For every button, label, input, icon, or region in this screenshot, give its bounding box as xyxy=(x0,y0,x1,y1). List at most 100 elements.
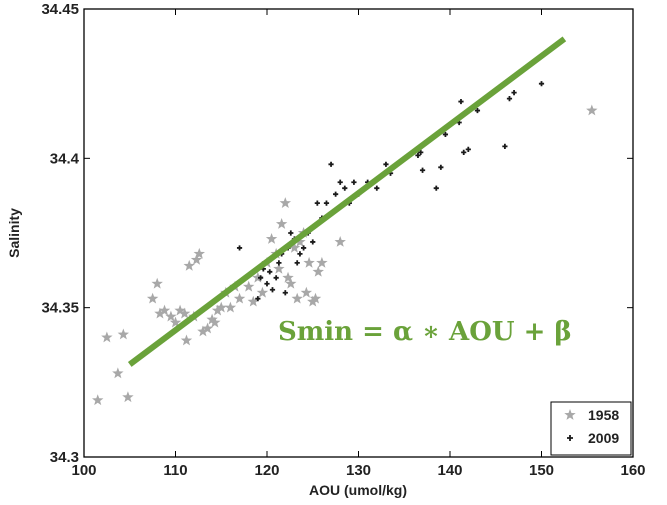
data-point-2009 xyxy=(342,185,348,191)
legend-2009-label: 2009 xyxy=(588,430,619,446)
data-point-1958 xyxy=(294,235,306,247)
data-point-1958 xyxy=(174,304,186,316)
data-point-1958 xyxy=(209,316,221,328)
x-tick-label: 150 xyxy=(529,462,554,479)
data-point-2009 xyxy=(506,96,513,102)
legend-star-glyph xyxy=(564,409,576,420)
data-point-1958 xyxy=(275,218,288,229)
data-point-1958 xyxy=(146,292,159,304)
data-point-2009 xyxy=(323,200,330,206)
data-point-1958 xyxy=(112,367,124,379)
data-point-2009 xyxy=(538,81,545,87)
data-point-1958 xyxy=(154,307,166,319)
x-axis-label: AOU (umol/kg) xyxy=(309,482,407,498)
data-point-2009 xyxy=(257,275,264,281)
data-point-2009 xyxy=(418,149,424,155)
data-point-2009 xyxy=(458,98,464,105)
data-point-1958 xyxy=(193,247,205,259)
data-point-1958 xyxy=(273,262,285,274)
data-point-1958 xyxy=(178,307,191,319)
data-point-1958 xyxy=(180,334,193,346)
data-point-2009 xyxy=(310,239,316,245)
data-point-1958 xyxy=(291,292,303,304)
data-point-2009 xyxy=(294,260,300,266)
y-tick-label: 34.45 xyxy=(41,1,79,18)
legend-2009-marker xyxy=(567,435,573,441)
data-point-2009 xyxy=(383,161,389,167)
data-point-1958 xyxy=(312,265,324,277)
fit-equation-label: Smin = α ∗ AOU + β xyxy=(278,317,572,347)
data-point-1958 xyxy=(285,277,297,289)
data-point-2009 xyxy=(461,149,467,155)
data-point-2009 xyxy=(337,179,343,185)
data-point-2009 xyxy=(374,185,380,191)
data-point-1958 xyxy=(300,286,313,298)
data-point-2009 xyxy=(465,146,471,152)
x-tick-label: 140 xyxy=(437,462,462,479)
data-point-2009 xyxy=(273,275,279,281)
data-point-2009 xyxy=(267,269,273,275)
data-point-2009 xyxy=(502,143,508,149)
data-point-2009 xyxy=(442,131,449,138)
legend: 1958 2009 xyxy=(550,401,632,456)
data-point-1958 xyxy=(279,197,292,208)
data-point-2009 xyxy=(255,296,261,302)
data-point-2009 xyxy=(415,152,421,158)
data-point-1958 xyxy=(190,253,203,265)
data-point-2009 xyxy=(269,287,276,293)
data-point-2009 xyxy=(351,179,357,185)
y-axis-label: Salinity xyxy=(6,208,22,258)
x-tick-label: 120 xyxy=(254,462,279,479)
data-point-1958 xyxy=(197,325,209,337)
legend-plus-glyph xyxy=(567,435,573,441)
data-point-1958 xyxy=(206,313,218,325)
data-point-2009 xyxy=(297,251,303,257)
y-tick-label: 34.4 xyxy=(50,150,80,167)
data-point-1958 xyxy=(151,277,163,289)
data-point-2009 xyxy=(438,164,444,170)
data-point-1958 xyxy=(215,301,227,313)
legend-box xyxy=(550,401,632,456)
data-point-1958 xyxy=(169,316,182,328)
data-point-2009 xyxy=(314,200,320,206)
data-point-2009 xyxy=(474,107,481,114)
data-point-2009 xyxy=(288,230,294,236)
data-point-1958 xyxy=(165,310,177,322)
x-tick-label: 160 xyxy=(620,462,645,479)
data-point-2009 xyxy=(264,281,270,287)
data-point-1958 xyxy=(288,241,301,253)
data-point-1958 xyxy=(309,292,322,304)
data-point-1958 xyxy=(282,271,294,283)
data-point-2009 xyxy=(433,185,439,191)
x-tick-label: 130 xyxy=(346,462,371,479)
data-point-1958 xyxy=(242,280,255,292)
data-point-2009 xyxy=(301,245,307,251)
y-tick-label: 34.3 xyxy=(50,449,79,466)
x-tick-label: 100 xyxy=(71,462,96,479)
data-point-2009 xyxy=(236,245,243,251)
data-point-1958 xyxy=(247,295,259,307)
data-point-2009 xyxy=(276,260,282,266)
data-point-1958 xyxy=(316,256,328,268)
data-point-1958 xyxy=(586,104,598,116)
data-point-1958 xyxy=(233,292,246,304)
plot-area-frame xyxy=(83,8,634,458)
data-point-1958 xyxy=(256,286,269,298)
data-point-1958 xyxy=(117,328,130,340)
data-point-1958 xyxy=(201,322,214,334)
y-tick-label: 34.35 xyxy=(41,300,79,317)
series-2009-points xyxy=(236,81,545,302)
data-point-1958 xyxy=(303,256,315,268)
data-point-1958 xyxy=(101,331,113,343)
data-point-1958 xyxy=(158,304,171,316)
data-point-1958 xyxy=(211,304,224,316)
data-point-2009 xyxy=(282,290,288,296)
data-point-1958 xyxy=(252,271,264,283)
legend-1958-marker xyxy=(564,409,576,420)
fit-line xyxy=(127,36,567,367)
data-point-1958 xyxy=(183,259,195,271)
data-point-2009 xyxy=(328,161,334,167)
ticks-layer: 100 110 120 130 140 150 160 34.3 34.35 34.4 34.45 xyxy=(41,1,645,479)
data-point-1958 xyxy=(122,391,134,403)
